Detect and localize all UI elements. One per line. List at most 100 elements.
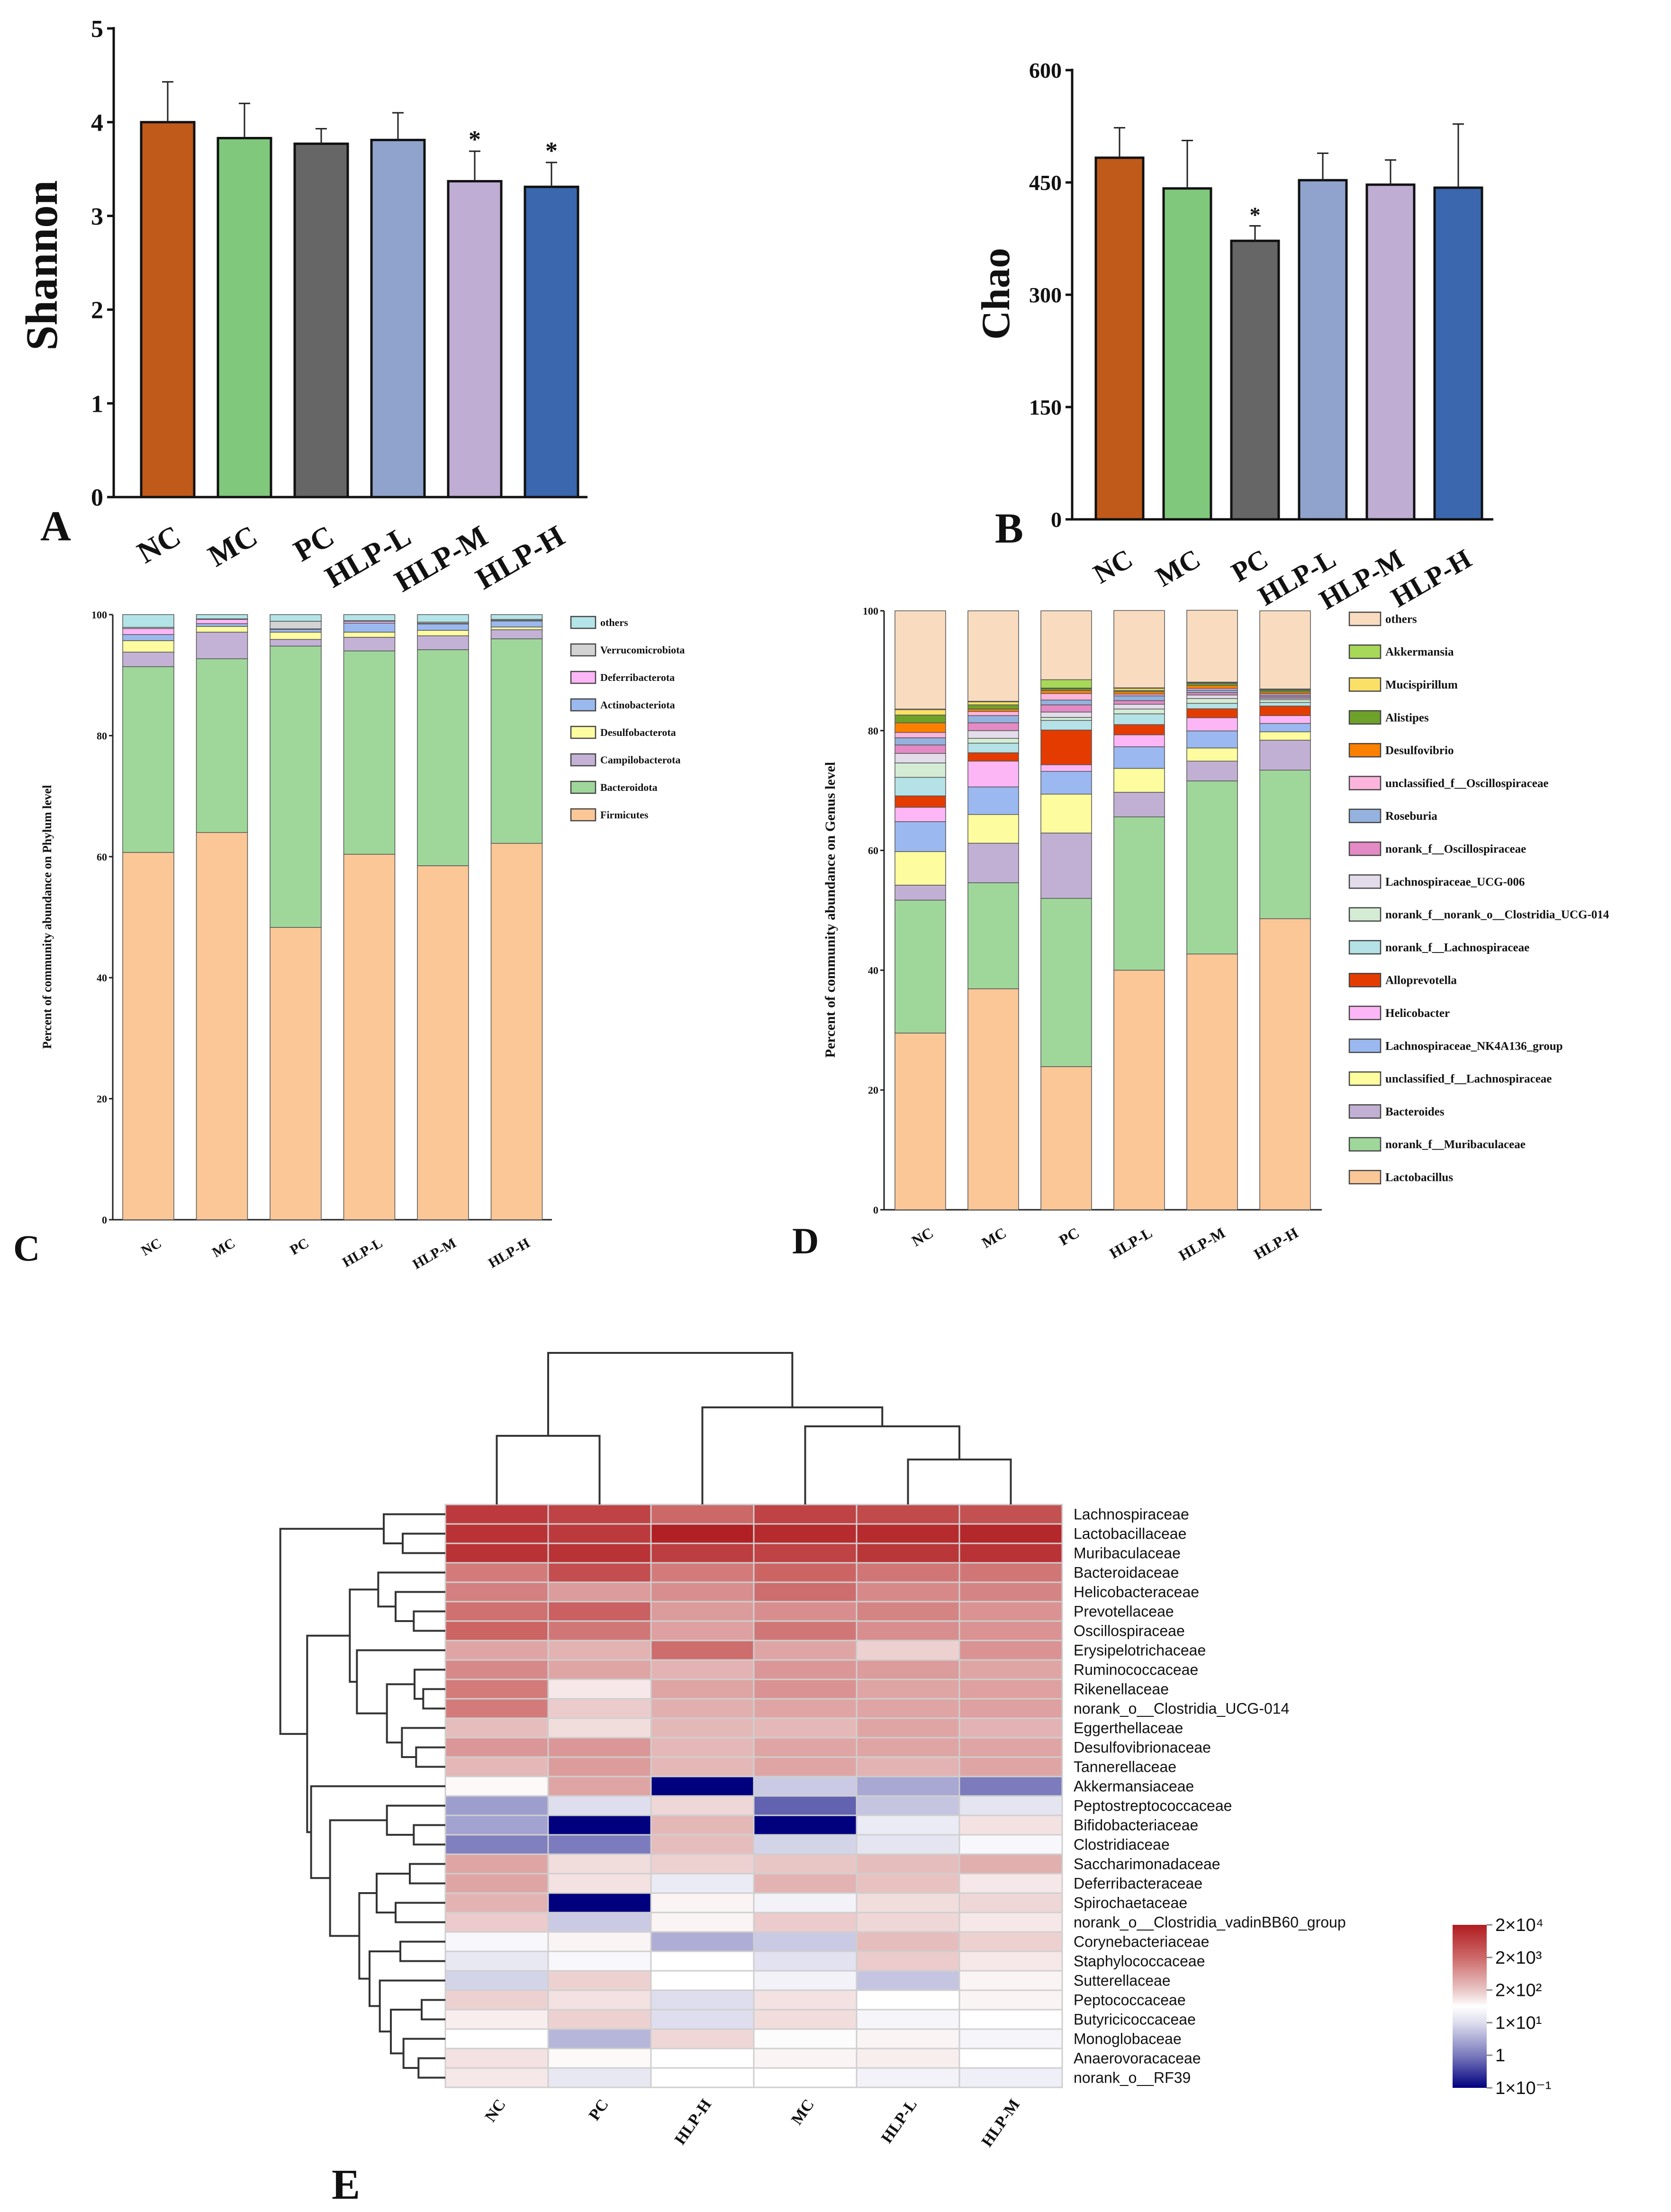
segment-norank-f-norank-o-clostridia-ucg-014: [1186, 698, 1238, 704]
legend-swatch: [570, 698, 596, 712]
row-dendrogram-branch: [369, 1950, 400, 2007]
legend-label: Bacteroidota: [600, 781, 658, 793]
colorbar-tick-label: 2×10⁴: [1495, 1915, 1544, 1935]
legend-label: Firmicutes: [600, 809, 649, 821]
row-label: Spirochaetaceae: [1074, 1895, 1187, 1912]
segment-bacteroidota: [343, 650, 396, 855]
legend-label: unclassified_f__Oscillospiraceae: [1385, 777, 1548, 790]
legend-swatch: [570, 753, 596, 767]
y-tick-label: 450: [1029, 171, 1062, 195]
heatmap-cell: [444, 1873, 549, 1894]
legend-label: Campilobacterota: [600, 754, 680, 766]
segment-firmicutes: [343, 853, 396, 1220]
heatmap-cell: [856, 1542, 960, 1564]
segment-mucispirillum: [894, 709, 946, 716]
panel-c-phylum-stacked-chart: 0 20 40 60 80 100 Percent of community abundan…: [13, 609, 685, 1272]
row-label: Ruminococcaceae: [1074, 1661, 1198, 1678]
heatmap-cell: [650, 2067, 755, 2088]
heatmap-cell: [753, 2028, 858, 2049]
segment-bacteroidota: [196, 658, 248, 833]
heatmap-cell: [444, 1931, 549, 1952]
legend-label: Desulfovibrio: [1385, 744, 1454, 757]
row-dendrogram-branch: [310, 1785, 445, 1879]
segment-alloprevotella: [1040, 729, 1092, 765]
heatmap-cell: [547, 1698, 652, 1719]
panel-label: C: [13, 1227, 40, 1269]
segment-roseburia: [967, 715, 1019, 724]
row-label: Sutterellaceae: [1074, 1972, 1171, 1989]
segment-deferribacterota: [122, 628, 174, 635]
segment-bacteroides: [1113, 792, 1165, 817]
y-tick-label: 60: [97, 851, 107, 863]
legend-swatch: [1348, 710, 1382, 725]
segment-alloprevotella: [1259, 706, 1311, 716]
heatmap-cell: [650, 1795, 755, 1816]
row-dendrogram-branch: [377, 1571, 445, 1608]
row-dendrogram-branch: [379, 1979, 445, 2033]
row-label: Lachnospiraceae: [1074, 1506, 1189, 1523]
segment-others: [122, 614, 174, 628]
legend-swatch: [1348, 973, 1382, 988]
row-label: Butyricicoccaceae: [1074, 2011, 1196, 2028]
y-axis-label: Percent of community abundance on Phylum…: [40, 785, 54, 1049]
heatmap-cell: [650, 1989, 755, 2011]
heatmap-cell: [444, 1581, 549, 1603]
column-dendrogram-branch: [804, 1425, 960, 1505]
legend-label: Alistipes: [1385, 711, 1429, 724]
heatmap-cell: [958, 1756, 1063, 1777]
legend-swatch: [1348, 907, 1382, 922]
heatmap-cell: [444, 1523, 549, 1544]
segment-lachnospiraceae-nk4a136-group: [1186, 730, 1238, 749]
row-label: norank_o__Clostridia_vadinBB60_group: [1074, 1914, 1346, 1931]
x-tick-label: HLP-H: [470, 519, 570, 596]
segment-lachnospiraceae-ucg-006: [1186, 694, 1238, 699]
heatmap-cell: [547, 1678, 652, 1700]
significance-marker: *: [1250, 203, 1261, 227]
heatmap-cell: [444, 1970, 549, 1991]
segment-others: [343, 614, 396, 621]
row-dendrogram-branch: [390, 2009, 422, 2055]
heatmap-cell: [650, 1873, 755, 1894]
heatmap-cell: [650, 1931, 755, 1952]
segment-norank-f-norank-o-clostridia-ucg-014: [1259, 699, 1311, 703]
heatmap-cell: [444, 1756, 549, 1777]
bar-pc: [293, 142, 349, 499]
segment-akkermansia: [1040, 679, 1092, 689]
heatmap-cell: [958, 1659, 1063, 1680]
segment-norank-f-muribaculaceae: [967, 882, 1019, 989]
segment-norank-f-lachnospiraceae: [1040, 720, 1092, 731]
segment-norank-f-oscillospiraceae: [1040, 704, 1092, 713]
row-dendrogram-branch: [349, 1588, 379, 1683]
segment-norank-f-oscillospiraceae: [1113, 700, 1165, 705]
x-tick-label: HLP-L: [340, 1235, 385, 1270]
heatmap-cell: [444, 1814, 549, 1836]
y-tick-label: 0: [102, 1214, 107, 1226]
heatmap-cell: [547, 1834, 652, 1855]
segment-actinobacteriota: [270, 629, 322, 633]
segment-lachnospiraceae-ucg-006: [1113, 704, 1165, 710]
segment-helicobacter: [1259, 715, 1311, 724]
heatmap-cell: [547, 1853, 652, 1875]
bar-hlp-m: [1365, 183, 1416, 521]
heatmap-cell: [958, 1601, 1063, 1622]
row-dendrogram-branch: [329, 1819, 387, 1937]
row-label: Peptostreptococcaceae: [1074, 1797, 1232, 1814]
row-label: Corynebacteriaceae: [1074, 1933, 1209, 1950]
x-tick-label: HLP-M: [1176, 1224, 1228, 1264]
heatmap-cell: [650, 1814, 755, 1836]
panel-label: E: [332, 2161, 360, 2208]
legend-swatch: [570, 616, 596, 629]
segment-bacteroides: [1259, 740, 1311, 771]
segment-unclassified-f-lachnospiraceae: [967, 814, 1019, 844]
y-tick-label: 80: [97, 730, 107, 742]
heatmap-cell: [650, 1912, 755, 1933]
row-label: Staphylococcaceae: [1074, 1953, 1205, 1970]
row-label: norank_o__RF39: [1074, 2069, 1191, 2086]
heatmap-cell: [856, 1659, 960, 1680]
segment-lachnospiraceae-nk4a136-group: [967, 786, 1019, 815]
heatmap-cell: [856, 1873, 960, 1894]
segment-verrucomicrobiota: [270, 621, 322, 629]
legend-label: Verrucomicrobiota: [600, 644, 685, 656]
row-dendrogram-branch: [401, 1727, 445, 1758]
segment-campilobacterota: [270, 639, 322, 647]
